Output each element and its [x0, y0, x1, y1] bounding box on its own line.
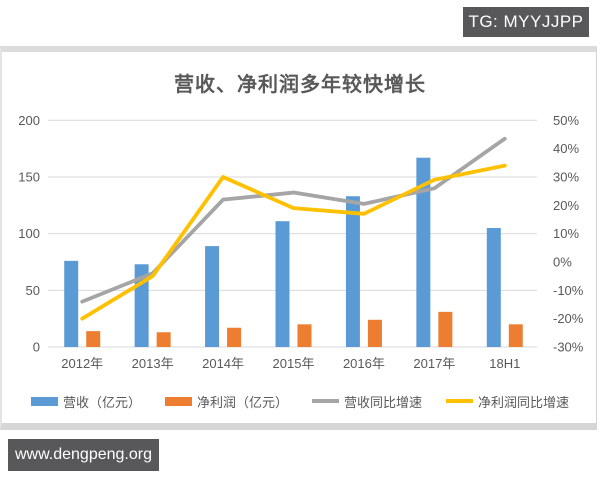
legend-label-net-profit: 净利润（亿元） — [196, 394, 288, 410]
telegram-watermark-badge: TG: MYYJJPP — [463, 7, 589, 37]
legend-label-revenue-growth: 营收同比增速 — [344, 394, 423, 410]
legend-swatch-net-profit-bar — [164, 396, 192, 406]
right-axis-tick-0%: 0% — [553, 254, 572, 269]
legend-item-revenue: 营收（亿元） — [30, 392, 141, 411]
bar-net-profit-5 — [438, 311, 453, 347]
left-axis-tick-100: 100 — [18, 226, 40, 241]
telegram-watermark-text: TG: MYYJJPP — [468, 12, 584, 31]
right-axis-tick--30%: -30% — [553, 340, 584, 355]
bar-net-profit-1 — [156, 332, 171, 347]
bar-revenue-0 — [64, 260, 79, 347]
x-axis-label-0: 2012年 — [61, 356, 103, 371]
bar-net-profit-0 — [86, 331, 101, 347]
right-axis-tick-10%: 10% — [553, 226, 579, 241]
legend-label-revenue: 营收（亿元） — [62, 394, 141, 410]
legend-swatch-revenue-growth-line — [312, 399, 339, 403]
right-axis-tick-40%: 40% — [553, 141, 579, 156]
bar-net-profit-6 — [508, 324, 523, 347]
x-axis-label-5: 2017年 — [413, 356, 455, 371]
chart-legend: 营收（亿元） 净利润（亿元） 营收同比增速 净利润同比增速 — [0, 391, 600, 411]
right-axis-tick--20%: -20% — [553, 311, 584, 326]
website-watermark-badge: www.dengpeng.org — [8, 439, 159, 471]
line-revenue-growth — [80, 136, 507, 304]
left-axis-tick-150: 150 — [18, 169, 40, 184]
x-axis-label-1: 2013年 — [132, 356, 174, 371]
legend-item-net-profit-growth: 净利润同比增速 — [446, 392, 569, 411]
left-axis-tick-200: 200 — [18, 113, 40, 128]
chart-title: 营收、净利润多年较快增长 — [174, 74, 426, 96]
left-axis-tick-0: 0 — [33, 340, 40, 355]
bar-revenue-4 — [345, 196, 360, 347]
line-net-profit-growth — [80, 163, 507, 321]
bar-revenue-5 — [416, 157, 431, 347]
x-axis-label-4: 2016年 — [343, 356, 385, 371]
bar-net-profit-4 — [367, 319, 382, 347]
right-axis-tick-20%: 20% — [553, 198, 579, 213]
combo-chart-plot: 0 50 100 150 200 50% 40% 30% 20% 10% 0% -10% -20% -30… — [18, 113, 584, 371]
website-watermark-text: www.dengpeng.org — [15, 446, 152, 463]
x-axis-label-2: 2014年 — [202, 356, 244, 371]
right-axis-tick-30%: 30% — [553, 169, 579, 184]
bar-net-profit-3 — [297, 324, 312, 347]
bar-net-profit-2 — [227, 327, 242, 347]
left-axis-tick-50: 50 — [26, 283, 40, 298]
bar-revenue-2 — [205, 246, 220, 347]
bar-revenue-3 — [275, 221, 290, 347]
legend-label-net-profit-growth: 净利润同比增速 — [478, 394, 570, 410]
right-axis-tick-50%: 50% — [553, 113, 579, 128]
x-axis-label-3: 2015年 — [273, 356, 315, 371]
bar-revenue-6 — [486, 227, 501, 347]
legend-swatch-net-profit-growth-line — [446, 399, 474, 403]
legend-item-revenue-growth: 营收同比增速 — [312, 392, 422, 411]
legend-item-net-profit: 净利润（亿元） — [164, 392, 288, 411]
x-axis-label-6: 18H1 — [489, 356, 520, 371]
right-axis-tick--10%: -10% — [553, 283, 584, 298]
legend-swatch-revenue-bar — [30, 396, 58, 406]
